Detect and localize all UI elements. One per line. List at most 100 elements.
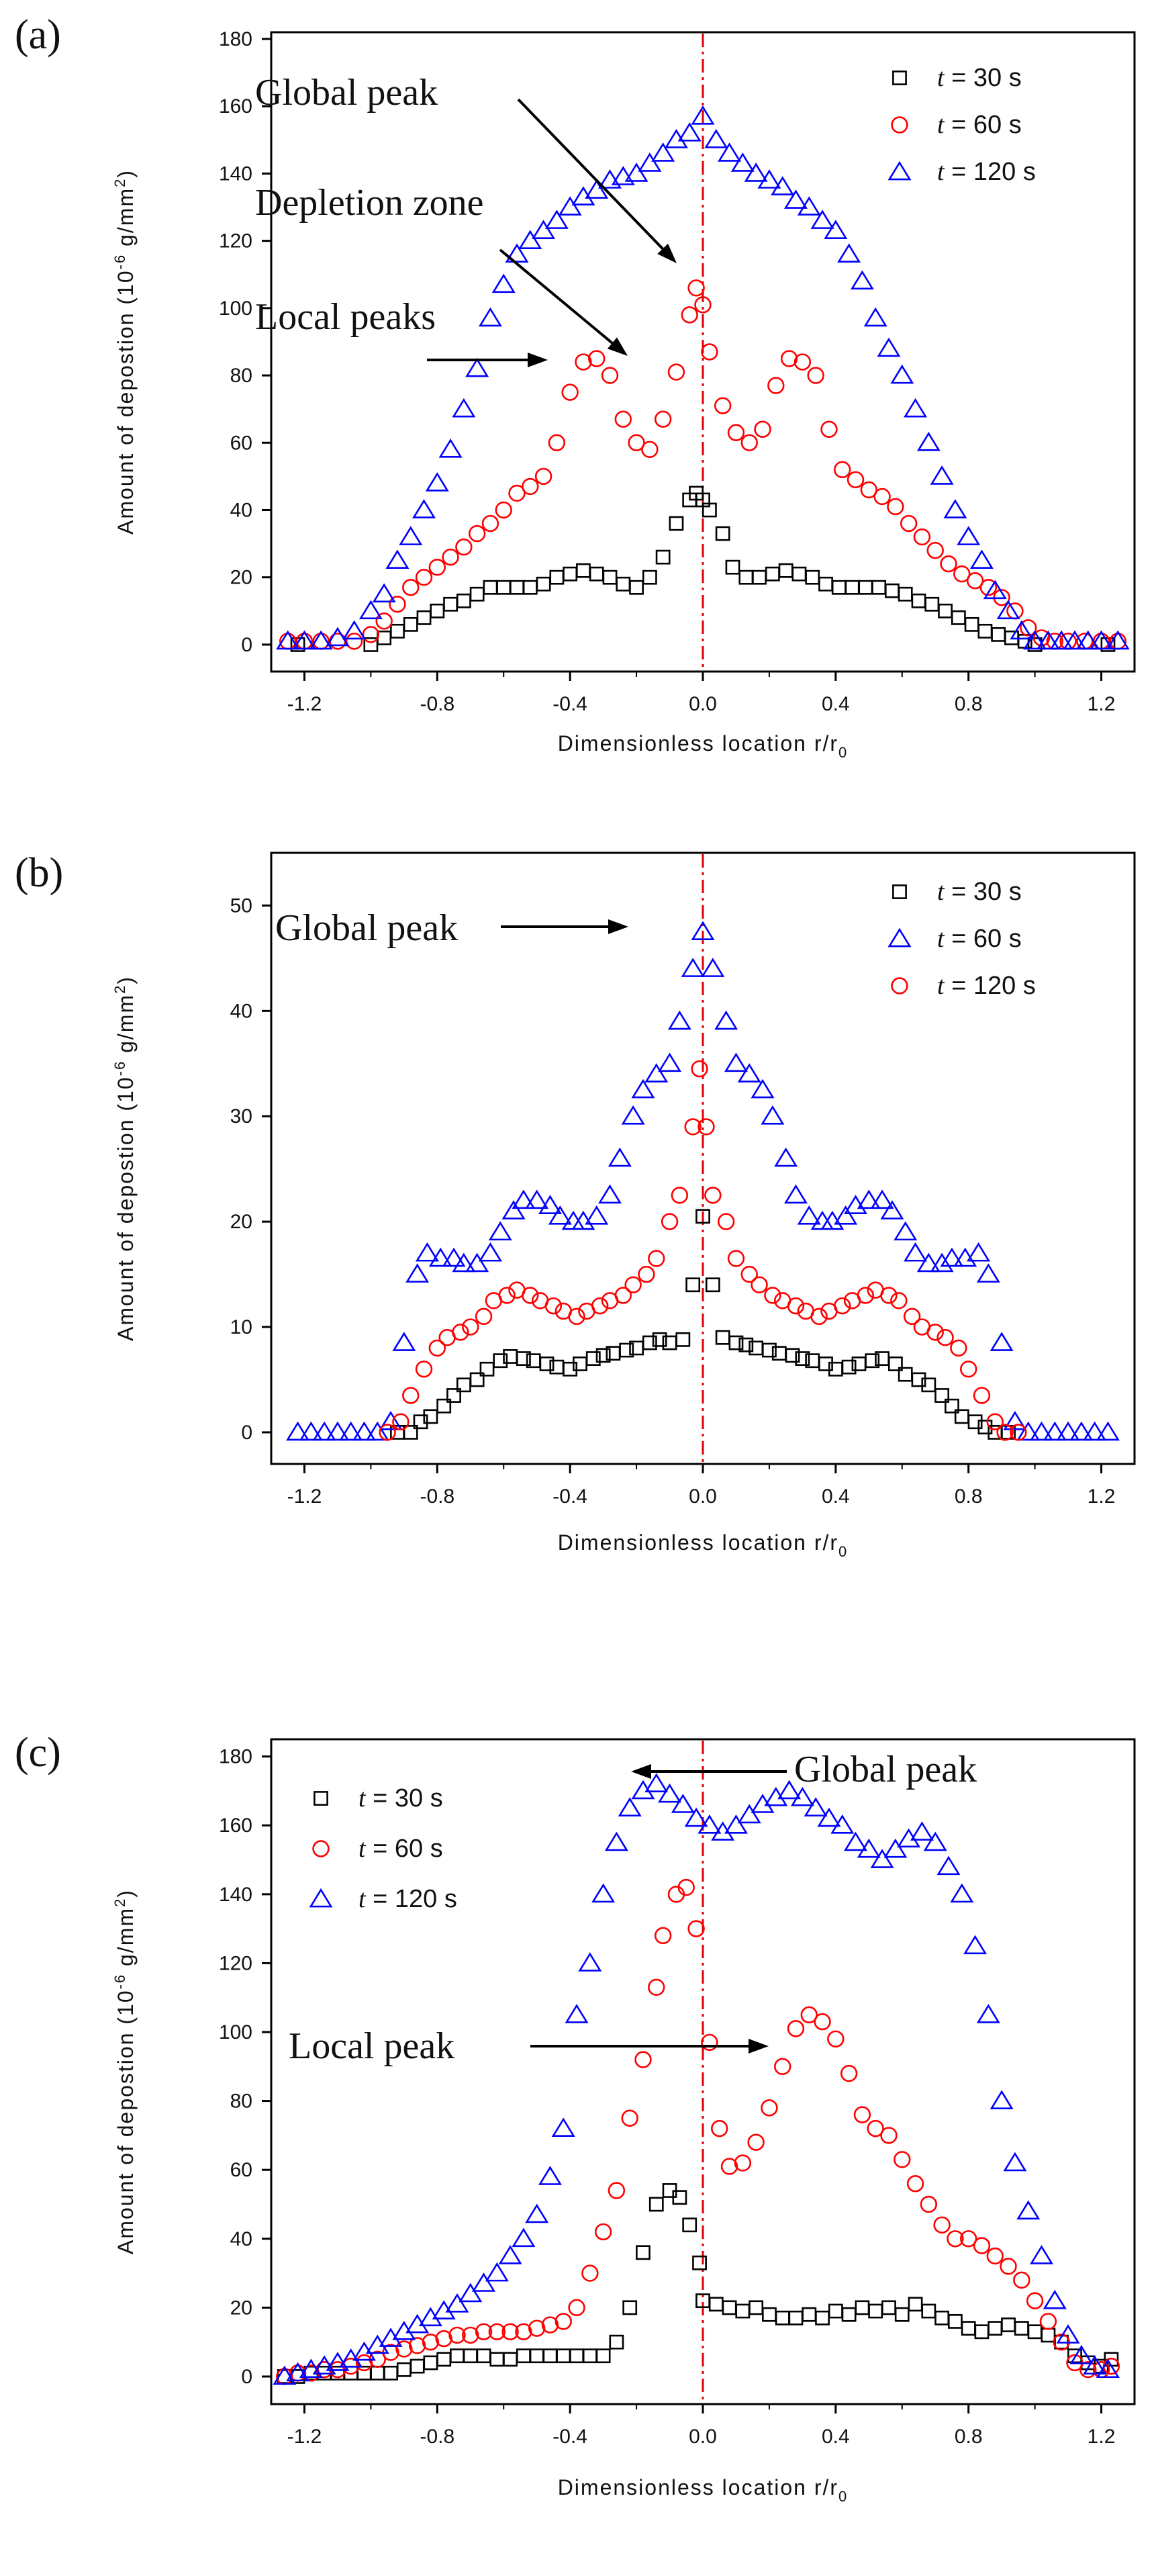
- data-point: [702, 502, 717, 518]
- data-point: [996, 1424, 1014, 1441]
- data-point: [845, 580, 860, 595]
- data-point: [959, 1361, 977, 1378]
- y-tick-label: 80: [230, 365, 252, 387]
- data-point: [549, 1359, 565, 1375]
- x-tick-label: -0.4: [552, 693, 587, 715]
- data-point: [959, 2230, 977, 2248]
- data-point: [920, 2195, 938, 2213]
- data-point: [740, 434, 758, 451]
- data-point: [771, 1346, 787, 1361]
- data-point: [428, 1339, 446, 1357]
- legend-entry: t = 60 s: [358, 1835, 443, 1863]
- data-point: [828, 2303, 843, 2319]
- data-point: [1000, 2258, 1017, 2275]
- chart-a-svg: (a) -1.2 -0.8 -0.4 0.0 0.4 0.8 1.2 0 20 40 60 80 100 1…: [15, 12, 1136, 761]
- data-point: [309, 630, 333, 650]
- data-point: [785, 1348, 800, 1363]
- data-point: [820, 420, 838, 438]
- data-point: [667, 363, 685, 381]
- data-point: [539, 1356, 555, 1371]
- y-tick-label: 40: [230, 1000, 252, 1022]
- data-point: [525, 1189, 549, 1209]
- data-point: [701, 2033, 718, 2052]
- data-point: [735, 2303, 751, 2319]
- data-point: [740, 1265, 758, 1283]
- data-point: [450, 2348, 465, 2364]
- data-point: [757, 169, 781, 189]
- data-point: [538, 1195, 562, 1214]
- x-tick-label: -1.2: [287, 1485, 322, 1508]
- data-point: [573, 1356, 587, 1371]
- data-point: [926, 541, 944, 559]
- data-point: [697, 1814, 722, 1834]
- data-point: [705, 1277, 720, 1293]
- data-point: [771, 176, 795, 195]
- data-point: [810, 1210, 834, 1230]
- data-point: [850, 270, 874, 290]
- data-point: [488, 1221, 512, 1241]
- data-point: [365, 2334, 389, 2354]
- data-point: [589, 566, 604, 582]
- data-point: [969, 549, 994, 569]
- data-point: [498, 2245, 522, 2264]
- data-point: [435, 2330, 452, 2348]
- data-point: [628, 434, 645, 451]
- data-point: [754, 420, 771, 438]
- data-point: [738, 569, 754, 585]
- data-point: [777, 1780, 802, 1800]
- y-tick-label: 20: [230, 1211, 252, 1233]
- y-tick-label: 120: [219, 1952, 252, 1974]
- data-point: [793, 353, 812, 371]
- annotation-label: Global peak: [255, 72, 438, 113]
- y-tick-label: 60: [230, 432, 252, 454]
- legend-entry: t = 120 s: [358, 1885, 457, 1913]
- data-point: [415, 1361, 433, 1378]
- data-point: [704, 129, 728, 148]
- data-point: [634, 2051, 652, 2068]
- data-point: [588, 350, 606, 367]
- data-point: [810, 210, 834, 229]
- data-point: [503, 2352, 518, 2367]
- y-tick-label: 140: [219, 1884, 252, 1906]
- data-point: [423, 1409, 438, 1424]
- data-point: [865, 1353, 880, 1369]
- data-point: [847, 471, 865, 489]
- data-point: [403, 1425, 418, 1440]
- data-point: [430, 603, 445, 618]
- data-point: [1030, 1421, 1054, 1441]
- data-point: [681, 958, 705, 977]
- data-point: [652, 1332, 667, 1347]
- data-point: [385, 549, 410, 569]
- data-point: [815, 2310, 830, 2326]
- x-tick-label: 0.4: [822, 1485, 850, 1508]
- data-point: [529, 2348, 544, 2364]
- data-point: [857, 1189, 881, 1209]
- data-point: [365, 1421, 389, 1441]
- data-point: [548, 434, 566, 451]
- data-point: [827, 2030, 845, 2048]
- data-point: [951, 610, 966, 625]
- x-tick-label: -0.8: [420, 1485, 454, 1508]
- data-point: [870, 1849, 894, 1868]
- data-point: [687, 1920, 705, 1937]
- data-point: [568, 1307, 585, 1326]
- legend-marker: [891, 977, 908, 995]
- data-point: [648, 2197, 664, 2212]
- data-point: [894, 1221, 918, 1241]
- data-point: [483, 580, 498, 595]
- data-point: [1032, 629, 1051, 647]
- data-point: [996, 600, 1020, 620]
- data-point: [312, 1421, 336, 1441]
- data-point: [751, 1276, 768, 1293]
- data-point: [525, 2203, 549, 2223]
- data-point: [844, 1831, 868, 1851]
- data-point: [774, 2058, 791, 2076]
- data-point: [428, 558, 446, 576]
- data-point: [396, 2362, 412, 2377]
- data-point: [979, 579, 998, 596]
- data-point: [534, 467, 552, 486]
- data-point: [691, 1060, 708, 1078]
- legend-entry: t = 30 s: [937, 64, 1022, 92]
- data-point: [858, 580, 873, 595]
- data-point: [921, 2303, 936, 2319]
